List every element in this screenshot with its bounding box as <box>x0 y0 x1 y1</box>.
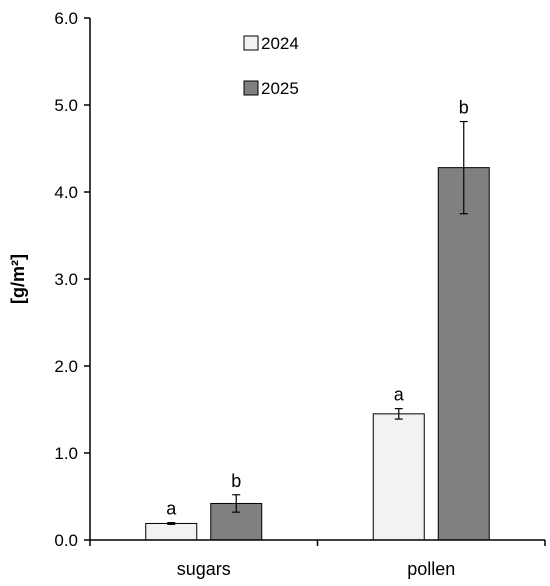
y-tick-label: 4.0 <box>54 183 78 202</box>
category-label-sugars: sugars <box>177 559 231 579</box>
significance-label: b <box>231 471 241 491</box>
legend-swatch-2024 <box>243 35 259 51</box>
significance-label: b <box>459 98 469 118</box>
significance-label: a <box>394 385 405 405</box>
y-tick-label: 1.0 <box>54 444 78 463</box>
y-tick-label: 5.0 <box>54 96 78 115</box>
y-tick-label: 6.0 <box>54 9 78 28</box>
y-tick-label: 0.0 <box>54 531 78 550</box>
significance-label: a <box>166 499 177 519</box>
legend: 2024 2025 <box>243 34 299 98</box>
y-tick-label: 2.0 <box>54 357 78 376</box>
legend-swatch-2025 <box>243 80 259 96</box>
bar-2025-pollen <box>437 167 490 541</box>
bar-2024-sugars <box>145 522 198 541</box>
legend-label-2025: 2025 <box>261 79 299 98</box>
legend-label-2024: 2024 <box>261 34 299 53</box>
y-tick-label: 3.0 <box>54 270 78 289</box>
bar-2024-pollen <box>372 413 425 541</box>
category-label-pollen: pollen <box>407 559 455 579</box>
y-axis-label: [g/m²] <box>8 254 28 304</box>
